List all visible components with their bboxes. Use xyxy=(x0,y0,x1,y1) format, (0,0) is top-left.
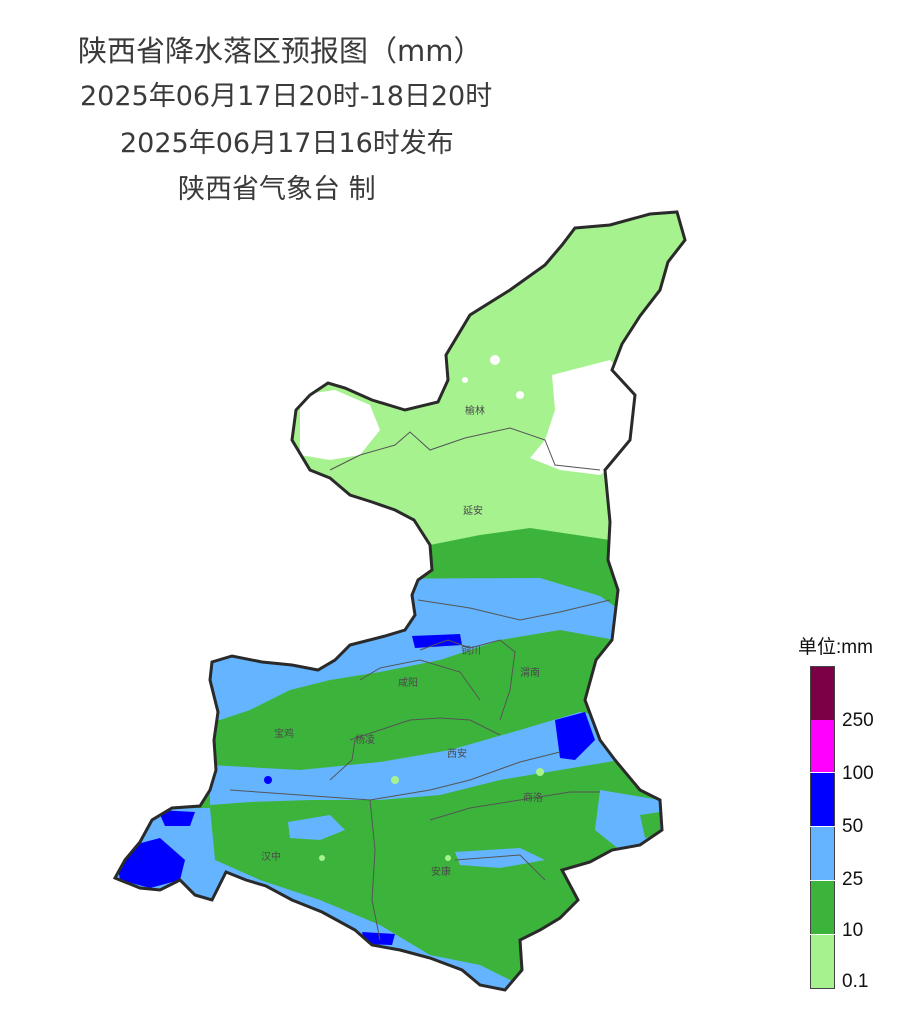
legend-label-100: 100 xyxy=(842,763,874,784)
legend-label-50: 50 xyxy=(842,816,864,837)
city-boundaries xyxy=(229,427,611,941)
city-label-yangling: 杨凌 xyxy=(355,733,375,746)
city-label-xian: 西安 xyxy=(447,747,467,760)
city-label-xianyang: 咸阳 xyxy=(398,677,418,689)
legend-label-10: 10 xyxy=(842,920,864,941)
legend-title: 单位:mm xyxy=(798,637,873,658)
city-label-tongchuan: 铜川 xyxy=(461,645,481,657)
city-label-shangluo: 商洛 xyxy=(523,791,543,804)
legend-swatch-25-50 xyxy=(810,827,835,880)
legend-swatch-10-25 xyxy=(810,881,835,934)
producer: 陕西省气象台 制 xyxy=(178,174,376,205)
city-label-hanzhong: 汉中 xyxy=(261,850,281,863)
legend-label-0.1: 0.1 xyxy=(842,971,869,992)
city-labels: 榆林 延安 铜川 咸阳 渭南 宝鸡 杨凌 西安 商洛 汉中 安康 xyxy=(261,404,543,878)
city-label-ankang: 安康 xyxy=(431,865,451,878)
legend-swatch-100-250 xyxy=(810,720,835,772)
legend-swatch-above-250 xyxy=(810,666,835,720)
legend-label-25: 25 xyxy=(842,869,864,890)
legend-label-250: 250 xyxy=(842,710,874,731)
city-label-baoji: 宝鸡 xyxy=(274,727,294,740)
issue-time: 2025年06月17日16时发布 xyxy=(120,128,454,159)
city-label-yanan: 延安 xyxy=(463,504,483,517)
map-title: 陕西省降水落区预报图（mm） xyxy=(78,34,483,68)
forecast-period: 2025年06月17日20时-18日20时 xyxy=(80,81,493,112)
city-label-weinan: 渭南 xyxy=(520,666,540,679)
legend-swatch-50-100 xyxy=(810,773,835,826)
legend-swatch-0.1-10 xyxy=(810,935,835,989)
city-label-yulin: 榆林 xyxy=(465,404,485,417)
